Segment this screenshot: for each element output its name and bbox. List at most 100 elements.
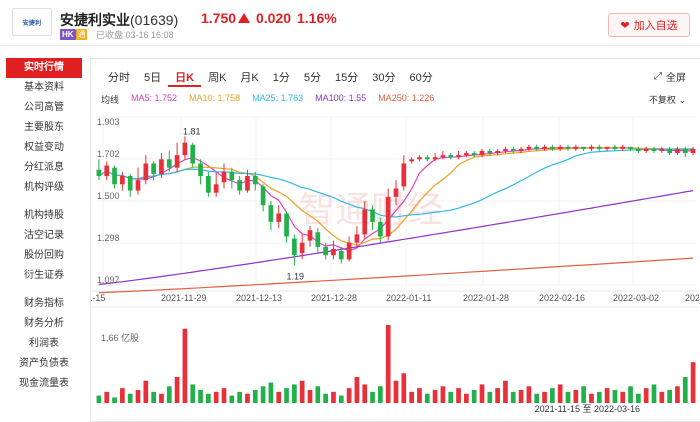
tab-5min[interactable]: 5分 [303, 72, 322, 84]
tab-daily-k[interactable]: 日K [168, 69, 202, 87]
logo-text: 安捷利 [22, 20, 42, 27]
candle-body [315, 232, 321, 247]
period-tabs: 分时 5日 日K 周K 月K 1分 5分 15分 30分 60分 [101, 69, 440, 87]
tab-intraday[interactable]: 分时 [108, 72, 130, 84]
volume-bar [565, 391, 571, 403]
volume-bar [190, 384, 196, 403]
volume-bar [151, 391, 156, 403]
volume-bar [276, 391, 282, 403]
volume-bar [604, 388, 610, 403]
fullscreen-button[interactable]: ⤢ 全屏 [654, 69, 686, 84]
sidebar-item-balance-sheet[interactable]: 资产负债表 [19, 358, 69, 369]
candle-body [299, 242, 305, 254]
candles [96, 136, 696, 266]
sidebar-item-financial-analysis[interactable]: 财务分析 [24, 318, 64, 329]
volume-bar [385, 325, 391, 403]
candle-body [362, 209, 368, 235]
candle-body [292, 238, 297, 256]
candle-body [378, 221, 383, 237]
x-tick-label: 2021-12-13 [236, 293, 282, 303]
tab-30min[interactable]: 30分 [372, 72, 396, 84]
candle-body [276, 213, 282, 222]
candle-body [675, 148, 680, 154]
market-status: 已收盘 03-16 16:08 [96, 30, 174, 40]
sidebar-item-financial-indicators[interactable]: 财务指标 [24, 298, 64, 309]
volume-bar [503, 380, 508, 403]
stock-header: 安捷利 安捷利实业(01639) 1.750 0.020 1.16% HK 通 … [0, 0, 700, 46]
ma-line [98, 257, 694, 294]
candle-body [268, 205, 274, 222]
tab-15min[interactable]: 15分 [335, 72, 359, 84]
sidebar-item-buybacks[interactable]: 股份回购 [24, 250, 64, 261]
volume-bar [440, 386, 446, 403]
volume-bar [182, 328, 188, 403]
price-annotations: 1.81 1.19 [183, 126, 304, 281]
volume-bar [112, 397, 117, 403]
volume-bar [534, 393, 540, 403]
low-price-label: 1.19 [286, 272, 304, 282]
x-tick-label: 11-15 [91, 293, 105, 303]
x-tick-label: 2022-03- [685, 293, 699, 303]
candle-body [471, 153, 477, 156]
price-change-percent: 1.16% [297, 10, 337, 26]
candle-body [284, 213, 289, 237]
sidebar-item-income-statement[interactable]: 利润表 [29, 338, 59, 349]
candle-body [213, 184, 219, 193]
tab-1min[interactable]: 1分 [272, 72, 290, 84]
ma-label: 均线 [101, 95, 120, 105]
candle-body [534, 146, 540, 149]
candle-body [424, 157, 430, 160]
sidebar-item-short-selling[interactable]: 沽空记录 [24, 230, 64, 241]
tab-60min[interactable]: 60分 [409, 72, 433, 84]
tab-monthly-k[interactable]: 月K [240, 72, 259, 84]
sidebar-item-derivatives[interactable]: 衍生证券 [24, 270, 64, 281]
sidebar-item-basic-info[interactable]: 基本资料 [24, 82, 64, 93]
add-to-watchlist-button[interactable]: ❤ 加入自选 [608, 13, 690, 37]
volume-bar [479, 384, 485, 403]
volume-bar [612, 390, 618, 403]
volume-bar [362, 384, 368, 403]
volume-bar [651, 384, 657, 403]
x-tick-label: 2022-02-16 [539, 293, 585, 303]
volume-bar [206, 393, 211, 403]
high-price-label: 1.81 [183, 126, 201, 136]
candle-body [174, 155, 180, 168]
sidebar-item-dividends[interactable]: 分红派息 [24, 162, 64, 173]
sidebar-item-institutional-holdings[interactable]: 机构持股 [24, 210, 64, 221]
adjustment-label: 不复权 [648, 95, 676, 105]
volume-bar [378, 386, 383, 403]
sidebar-item-cash-flow[interactable]: 现金流量表 [19, 378, 69, 389]
tab-5day[interactable]: 5日 [144, 72, 162, 84]
sidebar-item-major-shareholders[interactable]: 主要股东 [24, 122, 64, 133]
volume-bar [284, 388, 289, 403]
tab-weekly-k[interactable]: 周K [208, 72, 227, 84]
candle-body [393, 188, 399, 197]
volume-bar [96, 395, 102, 403]
candle-body [628, 146, 633, 149]
candle-body [151, 163, 156, 174]
candle-body [221, 171, 227, 183]
volume-bar [675, 386, 680, 403]
volume-bar [104, 391, 110, 403]
candle-body [370, 209, 375, 222]
sidebar-nav: 实时行情 基本资料 公司高管 主要股东 权益变动 分红派息 机构评级 机构持股 … [0, 58, 88, 394]
sidebar-item-equity-changes[interactable]: 权益变动 [24, 142, 64, 153]
volume-bar [456, 388, 461, 403]
volume-bar [542, 391, 547, 403]
candle-body [479, 150, 485, 156]
candle-body [409, 159, 414, 162]
x-tick-label: 2022-01-11 [386, 293, 431, 303]
chart-panel: 分时 5日 日K 周K 月K 1分 5分 15分 30分 60分 ⤢ 全屏 均线… [90, 58, 700, 422]
sidebar-item-realtime[interactable]: 实时行情 [6, 58, 82, 78]
candle-body [385, 196, 391, 237]
price-adjustment-dropdown[interactable]: 不复权 ⌄ [649, 93, 686, 106]
volume-bar [510, 391, 516, 403]
ma25-value: MA25: 1.763 [252, 93, 304, 103]
candle-body [487, 150, 493, 154]
candle-body [573, 146, 579, 149]
volume-bar [252, 390, 258, 403]
sidebar-item-ratings[interactable]: 机构评级 [24, 182, 64, 193]
stock-code: (01639) [130, 12, 179, 28]
sidebar-item-executives[interactable]: 公司高管 [24, 102, 64, 113]
